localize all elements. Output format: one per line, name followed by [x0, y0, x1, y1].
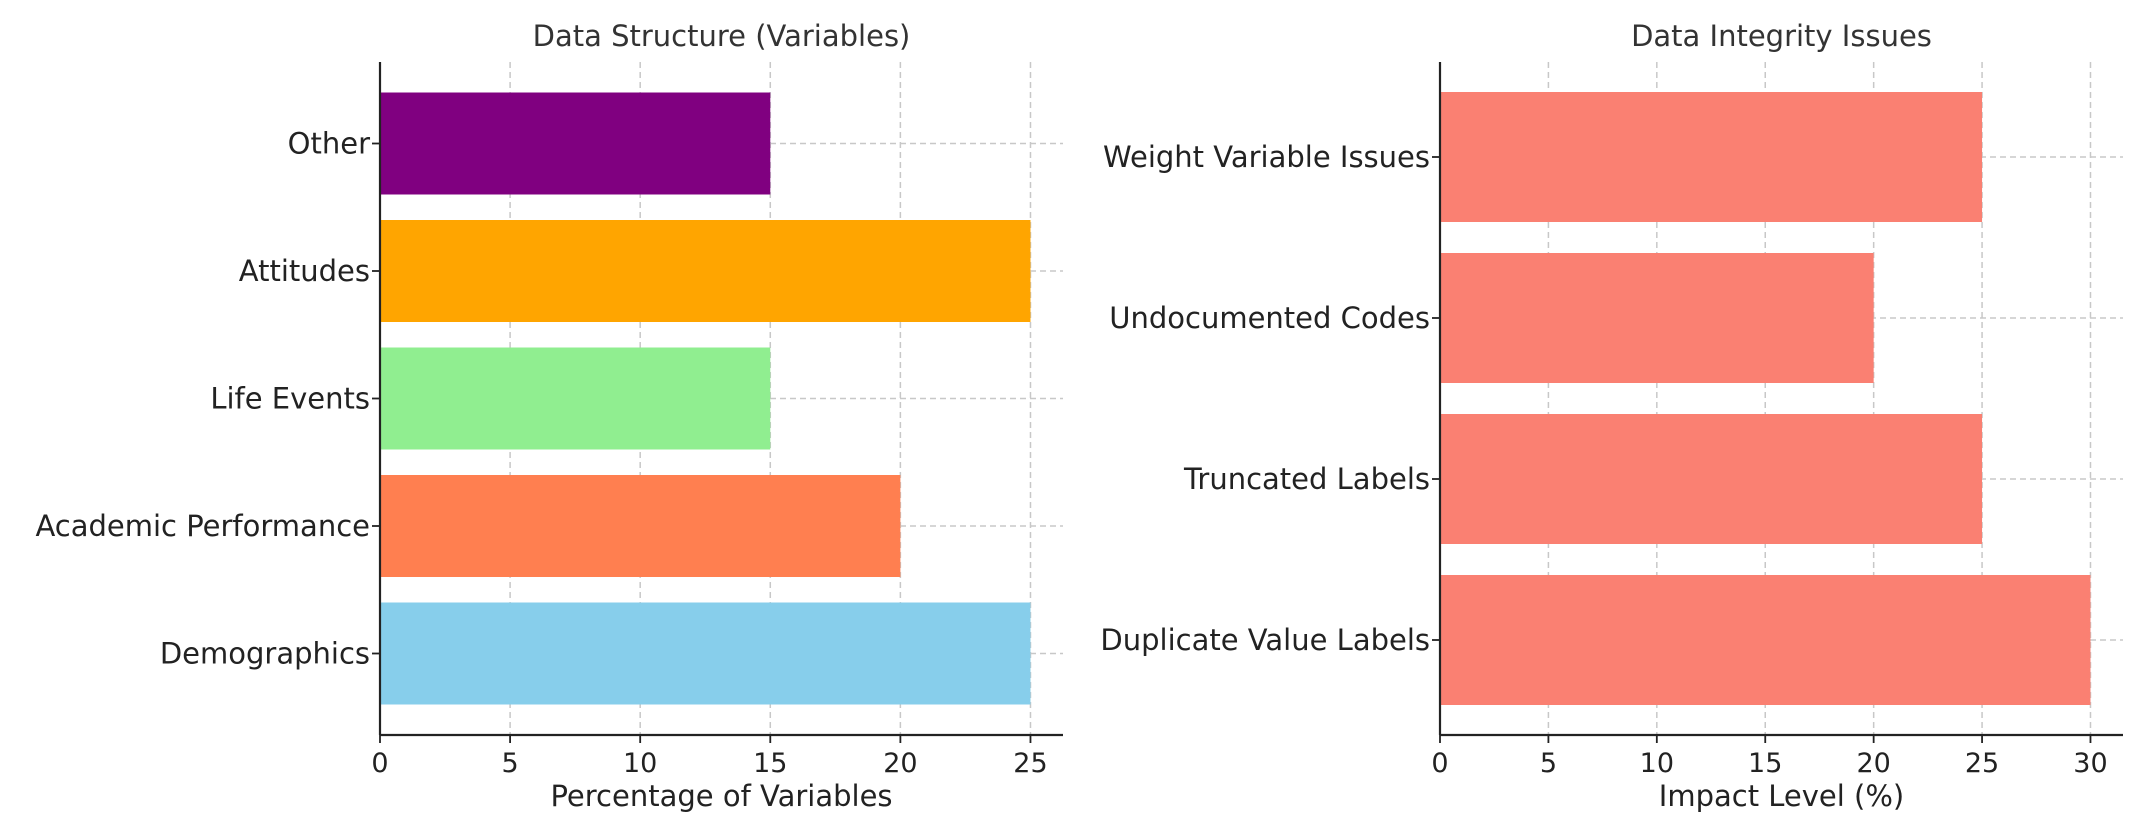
x-tick-label: 30 [2073, 748, 2107, 779]
bar-academic-performance [380, 475, 901, 577]
bar-undocumented-codes [1440, 253, 1874, 383]
bar-other [380, 92, 771, 195]
bar-weight-variable-issues [1440, 92, 1983, 222]
bars [1440, 92, 2091, 705]
x-axis-label: Impact Level (%) [1659, 779, 1904, 813]
x-tick-label: 10 [1640, 748, 1674, 779]
chart-title: Data Integrity Issues [1631, 19, 1932, 53]
y-tick-label: Undocumented Codes [1109, 301, 1430, 335]
chart-title: Data Structure (Variables) [533, 19, 911, 53]
y-tick-label: Truncated Labels [1183, 462, 1430, 496]
bar-attitudes [380, 220, 1031, 322]
x-tick-labels: 0 5 10 15 20 25 30 [1431, 735, 2108, 779]
bar-life-events [380, 347, 771, 450]
x-tick-label: 0 [371, 748, 388, 779]
chart-data-structure: Data Structure (Variables) Demographics A… [35, 19, 1063, 813]
x-tick-label: 25 [1013, 748, 1047, 779]
x-axis-label: Percentage of Variables [550, 779, 892, 813]
x-tick-label: 15 [753, 748, 787, 779]
x-tick-label: 20 [883, 748, 917, 779]
y-tick-labels: Demographics Academic Performance Life Eve… [35, 127, 380, 671]
x-tick-label: 25 [1965, 748, 1999, 779]
bar-truncated-labels [1440, 414, 1983, 544]
x-tick-label: 20 [1856, 748, 1890, 779]
bar-duplicate-value-labels [1440, 575, 2091, 705]
x-tick-label: 15 [1748, 748, 1782, 779]
y-tick-label: Demographics [160, 637, 370, 671]
bar-demographics [380, 602, 1031, 705]
y-tick-label: Academic Performance [35, 509, 370, 543]
x-tick-labels: 0 5 10 15 20 25 [371, 735, 1048, 779]
x-tick-label: 10 [623, 748, 657, 779]
x-tick-label: 5 [1540, 748, 1557, 779]
chart-data-integrity: Data Integrity Issues Duplicate Value La… [1100, 19, 2123, 813]
y-tick-label: Duplicate Value Labels [1100, 623, 1430, 657]
x-tick-label: 0 [1431, 748, 1448, 779]
y-tick-label: Weight Variable Issues [1103, 140, 1430, 174]
y-tick-label: Life Events [210, 382, 370, 416]
axes [1438, 62, 2123, 737]
y-tick-labels: Duplicate Value Labels Truncated Labels Un… [1100, 140, 1440, 657]
x-tick-label: 5 [502, 748, 519, 779]
y-tick-label: Other [288, 127, 370, 161]
y-tick-label: Attitudes [239, 254, 370, 288]
bars [380, 92, 1031, 705]
